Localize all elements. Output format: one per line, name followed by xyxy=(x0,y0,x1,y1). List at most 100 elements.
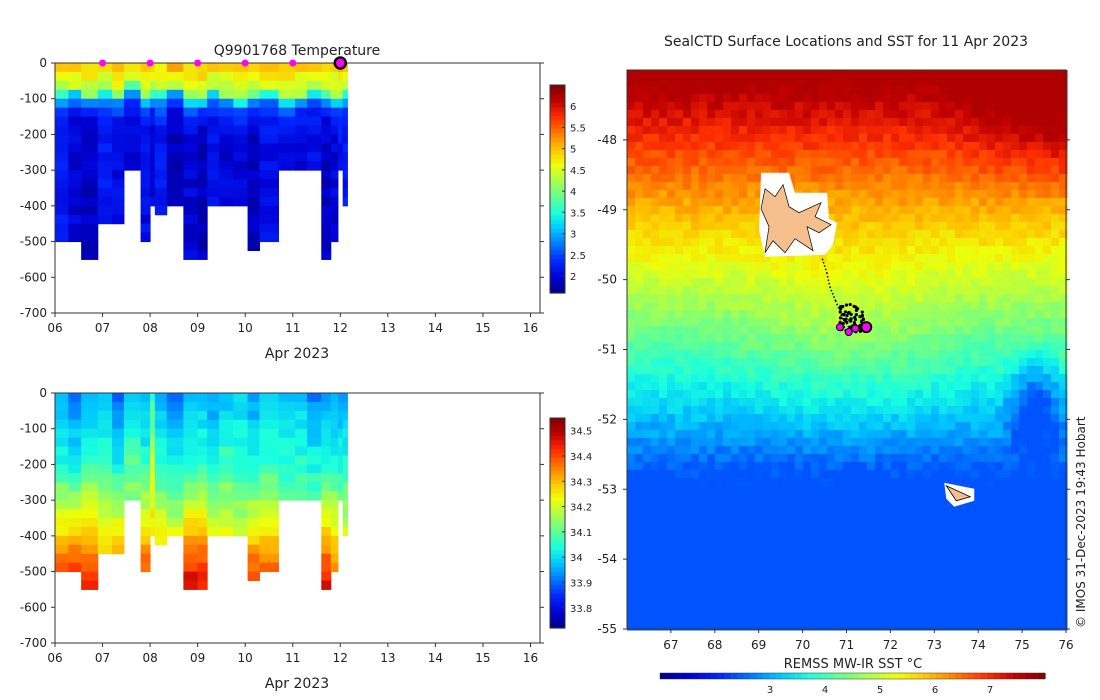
sst-cell xyxy=(867,390,876,399)
sst-cell xyxy=(723,158,732,167)
sst-cell xyxy=(643,430,652,439)
sst-cell xyxy=(667,134,676,143)
sst-cell xyxy=(755,342,764,351)
sst-cell xyxy=(963,222,972,231)
sst-cell xyxy=(627,382,636,391)
sst-cell xyxy=(675,182,684,191)
sst-cell xyxy=(819,118,828,127)
sst-cell xyxy=(763,270,772,279)
sst-cell xyxy=(715,246,724,255)
sst-cell xyxy=(1027,86,1036,95)
sst-cell xyxy=(747,518,756,527)
sst-cell xyxy=(739,86,748,95)
sst-cell xyxy=(1003,270,1012,279)
sst-cell xyxy=(651,94,660,103)
sst-cell xyxy=(835,150,844,159)
sst-cell xyxy=(923,494,932,503)
seal-track-segment xyxy=(826,272,831,287)
sst-cell xyxy=(827,598,836,607)
sst-cell xyxy=(1019,462,1028,471)
sst-cell xyxy=(907,366,916,375)
sst-cell xyxy=(723,606,732,615)
sst-cell xyxy=(795,494,804,503)
sst-cell xyxy=(843,614,852,623)
sst-cell xyxy=(1035,78,1044,87)
sst-cell xyxy=(907,206,916,215)
sst-cell xyxy=(867,510,876,519)
sst-cell xyxy=(899,118,908,127)
sst-cell xyxy=(803,94,812,103)
sst-cell xyxy=(667,318,676,327)
sst-cell xyxy=(995,582,1004,591)
salinity-cell xyxy=(247,401,260,412)
sst-cell xyxy=(1027,294,1036,303)
sst-cell xyxy=(851,286,860,295)
sst-cell xyxy=(859,518,868,527)
sst-cell xyxy=(947,158,956,167)
sst-cell xyxy=(739,158,748,167)
sst-cell xyxy=(1035,446,1044,455)
sst-cell xyxy=(947,398,956,407)
sst-cell xyxy=(915,486,924,495)
colorbar-tick-label: 34.3 xyxy=(570,477,592,488)
temperature-cell xyxy=(219,63,234,73)
sst-cell xyxy=(779,414,788,423)
sst-cell xyxy=(859,350,868,359)
sst-cell xyxy=(899,326,908,335)
sst-cell xyxy=(827,382,836,391)
sst-cell xyxy=(763,438,772,447)
salinity-cell xyxy=(81,437,99,448)
sst-cell xyxy=(771,270,780,279)
sst-cell xyxy=(723,174,732,183)
sst-cell xyxy=(763,286,772,295)
temperature-cell xyxy=(183,80,199,91)
sst-cell xyxy=(787,470,796,479)
colorbar-segment xyxy=(550,254,565,259)
sst-cell xyxy=(1027,406,1036,415)
salinity-cell xyxy=(247,437,260,448)
sst-cell xyxy=(939,542,948,551)
sst-cell xyxy=(627,606,636,615)
sst-cell xyxy=(1059,526,1068,535)
sst-cell xyxy=(803,622,812,631)
sst-cell xyxy=(891,198,900,207)
sst-cell xyxy=(1035,134,1044,143)
sst-cell xyxy=(931,614,940,623)
sst-cell xyxy=(1003,118,1012,127)
sst-cell xyxy=(899,454,908,463)
sst-cell xyxy=(1019,230,1028,239)
sst-cell xyxy=(675,278,684,287)
sst-cell xyxy=(763,334,772,343)
sst-cell xyxy=(699,238,708,247)
salinity-cell xyxy=(166,428,184,439)
sst-cell xyxy=(747,430,756,439)
sst-cell xyxy=(771,470,780,479)
sst-cell xyxy=(683,294,692,303)
sst-cell xyxy=(1059,302,1068,311)
sst-cell xyxy=(827,414,836,423)
temperature-cell xyxy=(81,116,99,126)
sst-cell xyxy=(955,542,964,551)
sst-cell xyxy=(731,326,740,335)
sst-cell xyxy=(715,206,724,215)
sst-cell xyxy=(1027,350,1036,359)
salinity-cell xyxy=(81,526,99,537)
sst-cell xyxy=(859,222,868,231)
sst-cell xyxy=(907,614,916,623)
salinity-cell xyxy=(219,455,234,465)
sst-cell xyxy=(1059,102,1068,111)
temperature-cell xyxy=(307,107,322,118)
salinity-cell xyxy=(330,410,339,421)
temperature-cell xyxy=(55,143,69,153)
sst-cell xyxy=(1051,534,1060,543)
sst-cell xyxy=(971,158,980,167)
sst-cell xyxy=(627,246,636,255)
salinity-cell xyxy=(295,455,308,465)
sst-cell xyxy=(747,198,756,207)
sst-cell xyxy=(955,566,964,575)
sst-cell xyxy=(811,126,820,135)
temperature-cell xyxy=(112,80,125,91)
sst-cell xyxy=(779,254,788,263)
sst-cell xyxy=(1059,286,1068,295)
sst-cell xyxy=(947,310,956,319)
